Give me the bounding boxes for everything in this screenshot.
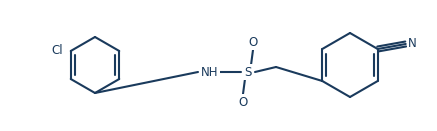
Text: O: O xyxy=(238,95,248,108)
Text: NH: NH xyxy=(201,66,219,78)
Text: O: O xyxy=(248,36,258,48)
Text: S: S xyxy=(244,66,252,78)
Text: N: N xyxy=(408,37,417,50)
Text: Cl: Cl xyxy=(51,45,63,58)
